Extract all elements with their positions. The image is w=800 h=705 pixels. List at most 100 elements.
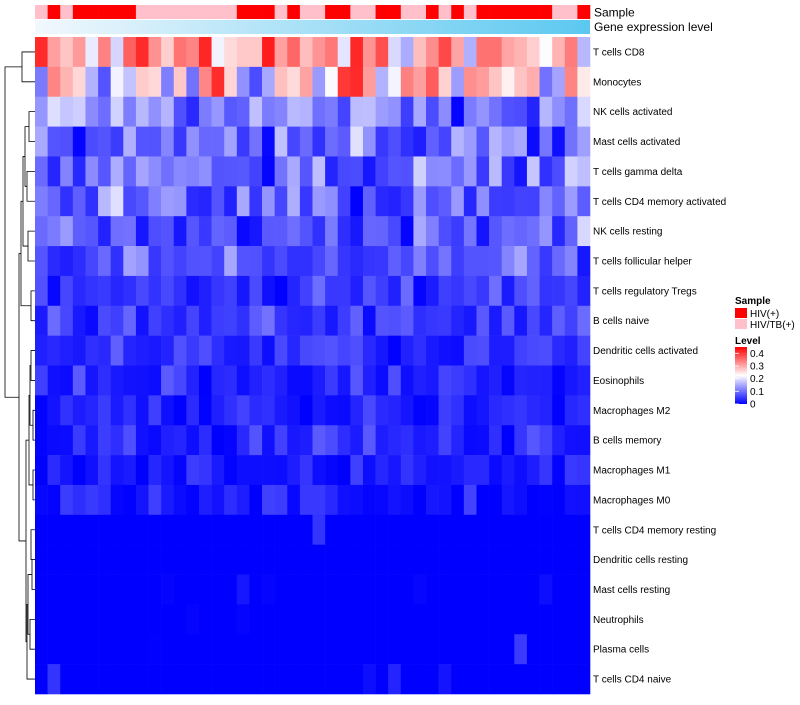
heatmap-cell [47,186,61,217]
heatmap-cell [552,275,566,307]
heatmap-cell [501,574,515,605]
heatmap-cell [463,335,477,366]
heatmap-cell [337,335,351,366]
heatmap-cell [98,544,111,575]
heatmap-cell [463,544,477,575]
heatmap-cell [552,305,566,336]
heatmap-cell [148,484,162,516]
dendrogram-branch [4,66,22,398]
heatmap-cell [85,634,99,665]
heatmap-cell [161,664,175,695]
heatmap-cell [501,216,515,247]
heatmap-cell [400,604,414,635]
heatmap-cell [287,66,301,98]
heatmap-cell [375,37,389,68]
heatmap-cell [47,425,61,456]
heatmap-cell [350,634,364,665]
heatmap-cell [60,335,74,366]
heatmap-cell [123,156,137,187]
heatmap-cell [85,455,99,486]
heatmap-cell [325,66,339,98]
heatmap-cell [325,574,339,605]
heatmap-cell [60,246,74,277]
heatmap-cell [539,37,553,68]
heatmap-cell [362,186,376,217]
row-labels: T cells CD8 Monocytes NK cells activated Ma… [593,47,726,685]
heatmap-cell [135,126,149,157]
heatmap-cell [312,96,326,127]
heatmap-cell [72,156,86,187]
row-label: T cells follicular helper [593,256,692,267]
heatmap-cell [451,574,465,605]
heatmap-cell [98,275,111,307]
heatmap-cell [325,365,339,396]
heatmap-cell [148,126,162,157]
heatmap-cell [98,335,111,366]
heatmap-cell [451,275,465,307]
heatmap-cell [47,544,61,575]
heatmap-cell [110,96,124,127]
heatmap-cell [539,544,553,575]
sample-annotation-cell [110,5,124,19]
heatmap-cell [564,455,578,486]
row-label: T cells CD4 naive [593,675,672,686]
heatmap-cell [148,66,162,98]
heatmap-cell [72,246,86,277]
row-label: Dendritic cells resting [593,555,688,566]
heatmap-cell [161,574,175,605]
heatmap-cell [85,425,99,456]
heatmap-cell [173,604,187,635]
heatmap-cell [552,425,566,456]
heatmap-cell [161,604,175,635]
heatmap-cell [287,126,301,157]
heatmap-cell [249,275,263,307]
heatmap-cell [148,604,162,635]
heatmap-cell [72,66,86,98]
heatmap-cell [400,544,414,575]
dendrogram-branch [28,111,35,142]
heatmap-cell [463,126,477,157]
dendrogram-branch [20,200,31,307]
heatmap-cell [388,544,402,575]
heatmap-cell [312,664,326,695]
heatmap-cell [98,484,111,516]
heatmap-cell [211,604,225,635]
heatmap-cell [312,216,326,247]
heatmap-cell [287,156,301,187]
heatmap-cell [85,514,99,545]
heatmap-cell [47,96,61,127]
heatmap-cell [274,66,288,98]
heatmap-cell [426,96,439,127]
heatmap-cell [426,634,439,665]
heatmap-cell [249,604,263,635]
heatmap-cell [211,484,225,516]
heatmap-cell [287,425,301,456]
heatmap-cell [489,365,502,396]
heatmap-cell [413,126,427,157]
heatmap-cell [539,514,553,545]
heatmap-cell [262,37,275,68]
heatmap-cell [539,455,553,486]
heatmap-cell [451,335,465,366]
heatmap-cell [312,186,326,217]
heatmap-cell [123,246,137,277]
heatmap-cell [312,156,326,187]
heatmap-cell [337,484,351,516]
heatmap-cell [514,156,528,187]
row-label: NK cells resting [593,227,662,238]
heatmap-cell [186,246,200,277]
heatmap-cell [489,604,502,635]
heatmap-cell [198,664,212,695]
heatmap-cell [135,37,149,68]
heatmap-cell [514,395,528,426]
heatmap-cell [72,574,86,605]
heatmap-cell [451,484,465,516]
heatmap-cell [72,186,86,217]
heatmap-cell [198,484,212,516]
heatmap-cell [211,335,225,366]
row-dendrogram [4,51,35,680]
heatmap-cell [110,66,124,98]
heatmap-cell [249,365,263,396]
heatmap-cell [299,484,313,516]
